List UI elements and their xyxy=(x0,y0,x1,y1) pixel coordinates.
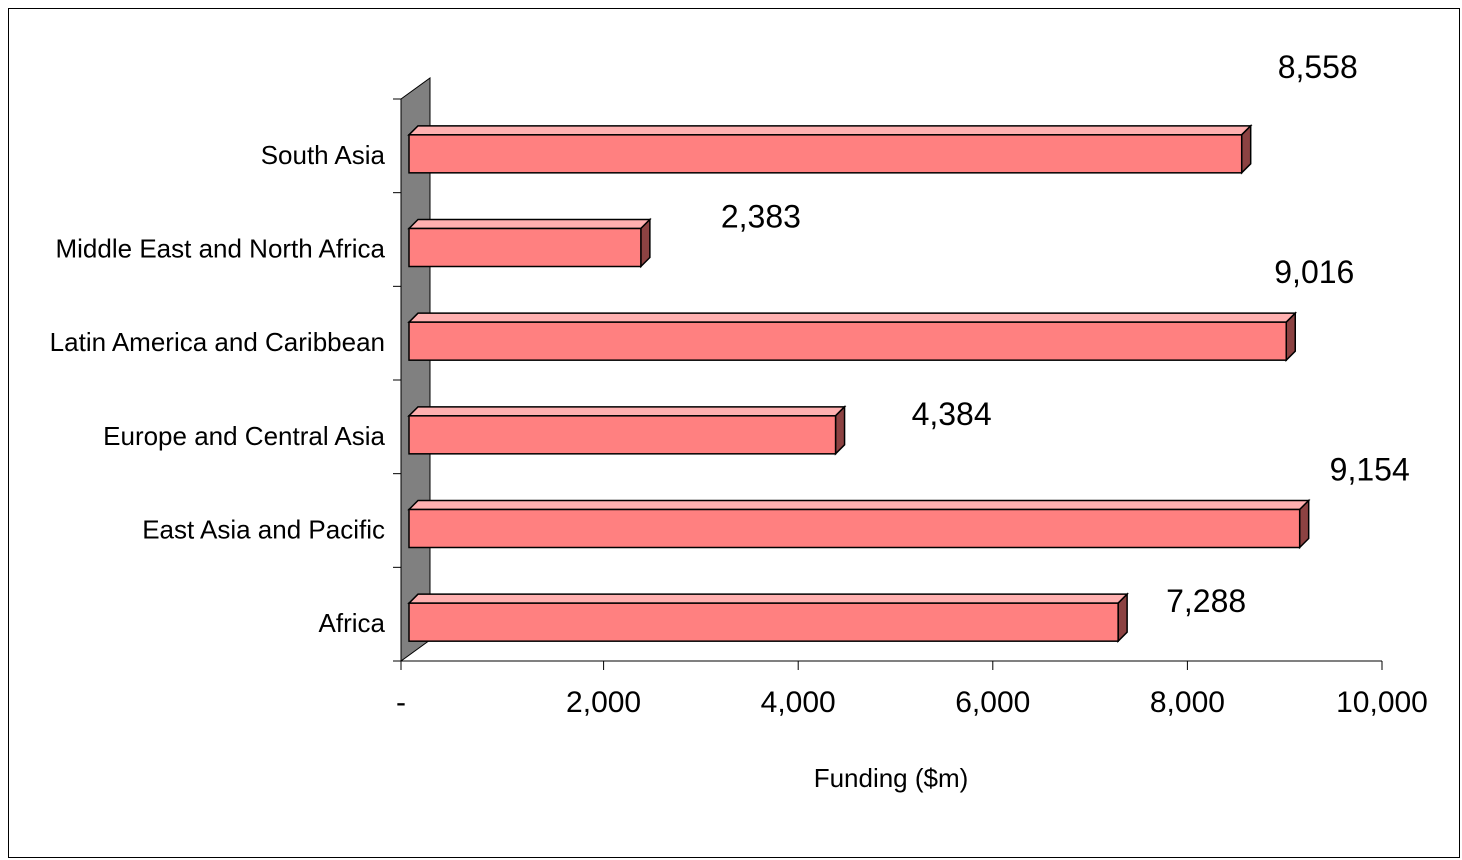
data-label: 2,383 xyxy=(721,199,801,235)
x-tick-label: 6,000 xyxy=(955,686,1030,719)
bars xyxy=(407,124,1311,643)
bar-front-face xyxy=(408,227,642,268)
bar-side-face xyxy=(1117,592,1128,643)
bar-front-face xyxy=(408,508,1301,549)
category-label: South Asia xyxy=(261,140,386,170)
bar-side-face xyxy=(834,405,846,456)
x-tick-label: 10,000 xyxy=(1336,686,1428,719)
bar-side-face xyxy=(1285,311,1297,362)
category-label: Europe and Central Asia xyxy=(103,421,385,451)
axes xyxy=(393,98,1383,670)
bar-top-face xyxy=(407,593,1129,604)
bar-south-asia xyxy=(407,124,1253,175)
x-tick-label: 2,000 xyxy=(566,686,641,719)
bar-top-face xyxy=(407,499,1311,511)
labels: - 2,000 4,000 6,000 8,000 10,000 Africa 7,288 Ea… xyxy=(50,49,1428,719)
category-label: Africa xyxy=(319,608,386,638)
bar-front-face xyxy=(408,602,1119,642)
bar-top-face xyxy=(407,312,1298,323)
bar-top-face xyxy=(407,125,1253,136)
bar-chart: - 2,000 4,000 6,000 8,000 10,000 Africa 7,288 Ea… xyxy=(50,49,1428,793)
bar-side-face xyxy=(640,217,651,269)
data-label: 9,154 xyxy=(1330,452,1410,488)
bar-europe-and-central-asia xyxy=(407,405,847,456)
bar-front-face xyxy=(408,321,1288,361)
data-label: 4,384 xyxy=(912,396,992,432)
category-label: Latin America and Caribbean xyxy=(50,327,385,357)
bar-front-face xyxy=(408,415,837,455)
chart-frame: - 2,000 4,000 6,000 8,000 10,000 Africa 7,288 Ea… xyxy=(8,8,1460,858)
category-label: Middle East and North Africa xyxy=(56,234,386,264)
bar-africa xyxy=(407,592,1129,643)
bar-east-asia-and-pacific xyxy=(407,498,1311,550)
data-label: 9,016 xyxy=(1274,254,1354,290)
data-label: 7,288 xyxy=(1166,583,1246,619)
bar-side-face xyxy=(1298,498,1310,550)
bar-middle-east-and-north-africa xyxy=(407,217,652,269)
bar-top-face xyxy=(407,406,847,417)
bar-latin-america-and-caribbean xyxy=(407,311,1298,362)
x-tick-label: 8,000 xyxy=(1150,686,1225,719)
x-tick-label: - xyxy=(396,686,406,719)
x-tick-label: 4,000 xyxy=(761,686,836,719)
x-axis-title: Funding ($m) xyxy=(814,763,969,793)
data-label: 8,558 xyxy=(1278,49,1358,85)
bar-side-face xyxy=(1240,124,1252,175)
bar-top-face xyxy=(407,218,652,230)
category-label: East Asia and Pacific xyxy=(142,515,385,545)
bar-front-face xyxy=(408,134,1243,174)
